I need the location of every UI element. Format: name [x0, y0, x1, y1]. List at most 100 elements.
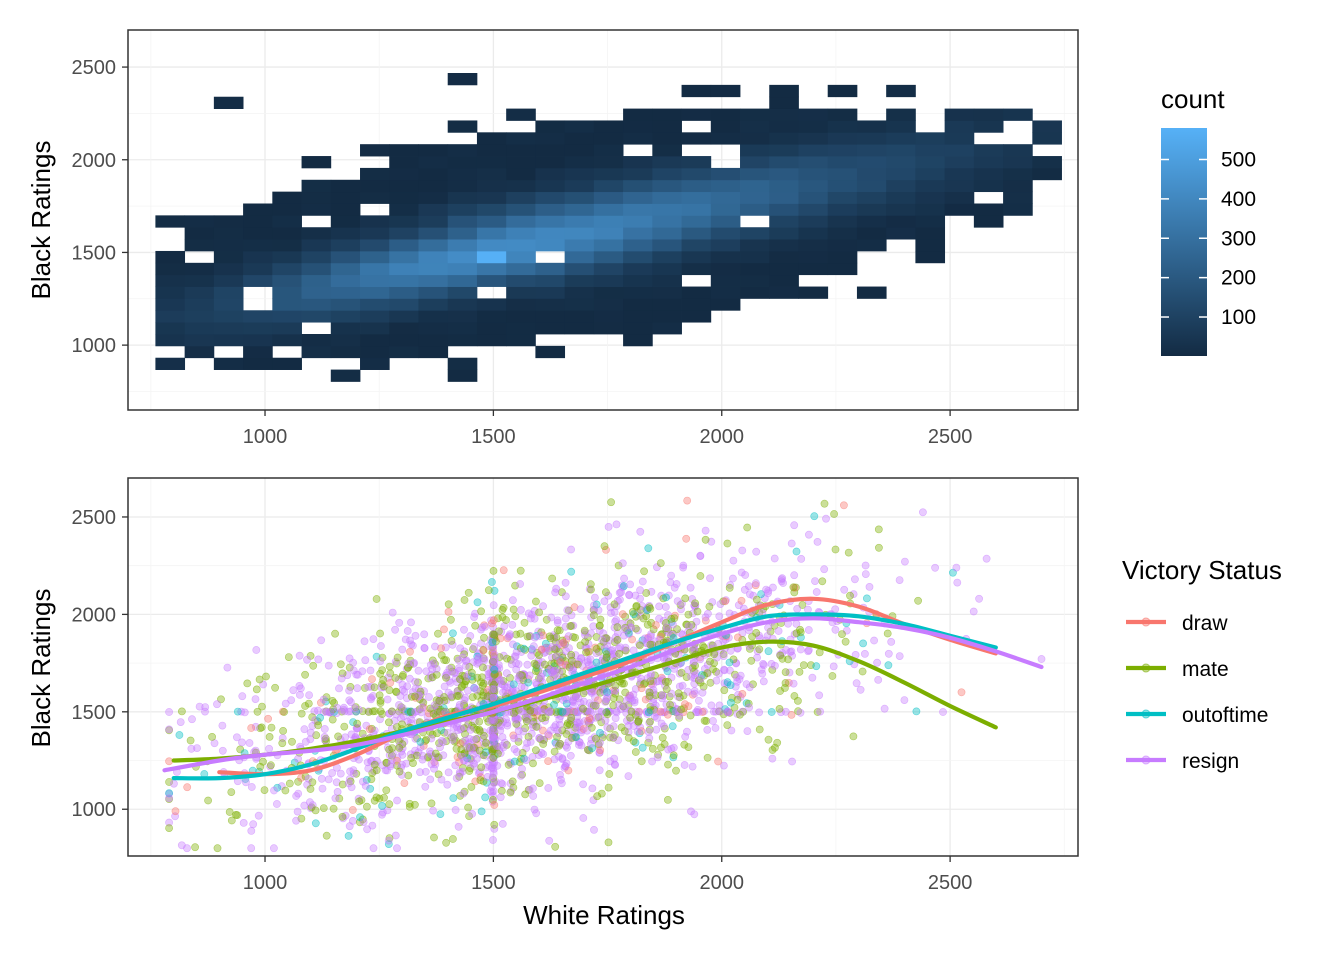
- scatter-point-mate: [322, 831, 331, 840]
- scatter-point-resign: [549, 673, 558, 681]
- scatter-point-resign: [523, 660, 532, 669]
- heatmap-cell: [418, 179, 449, 193]
- scatter-point-resign: [779, 579, 787, 587]
- x-tick-label: 2000: [700, 872, 745, 894]
- scatter-point-resign: [464, 758, 473, 767]
- heatmap-cell: [564, 286, 595, 299]
- heatmap-cell: [827, 108, 858, 121]
- scatter-point-resign: [580, 717, 589, 725]
- heatmap-cell: [506, 215, 536, 228]
- scatter-point-mate: [380, 793, 388, 802]
- scatter-point-resign: [349, 658, 357, 667]
- scatter-point-resign: [353, 684, 362, 693]
- scatter-point-resign: [417, 708, 426, 717]
- scatter-point-draw: [537, 645, 546, 654]
- scatter-point-mate: [632, 602, 641, 611]
- heatmap-cell: [769, 179, 799, 193]
- heatmap-cell: [330, 227, 361, 240]
- scatter-point-resign: [454, 656, 463, 665]
- scatter-point-resign: [670, 583, 679, 592]
- scatter-point-mate: [477, 678, 485, 687]
- heatmap-cell: [856, 144, 887, 157]
- scatter-point-resign: [347, 783, 356, 792]
- heatmap-cell: [564, 227, 595, 240]
- scatter-point-resign: [439, 751, 448, 760]
- scatter-point-resign: [729, 574, 737, 583]
- scatter-point-resign: [759, 660, 767, 668]
- scatter-point-resign: [287, 696, 296, 704]
- scatter-point-resign: [331, 794, 340, 803]
- heatmap-cell: [856, 156, 887, 169]
- scatter-point-resign: [557, 779, 566, 788]
- heatmap-cell: [652, 227, 682, 240]
- scatter-point-resign: [249, 820, 258, 829]
- heatmap-cell: [213, 239, 244, 252]
- scatter-point-resign: [305, 691, 313, 699]
- scatter-point-mate: [472, 725, 481, 734]
- heatmap-cell: [476, 167, 507, 181]
- heatmap-cell: [418, 156, 449, 169]
- scatter-point-resign: [524, 609, 533, 618]
- scatter-point-resign: [420, 644, 429, 653]
- scatter-point-resign: [238, 692, 247, 701]
- heatmap-cell: [330, 369, 361, 382]
- heatmap-cell: [623, 132, 653, 145]
- heatmap-cell: [184, 310, 215, 323]
- scatter-point-resign: [201, 707, 209, 716]
- heatmap-cell: [213, 96, 244, 109]
- scatter-point-resign: [426, 775, 435, 784]
- scatter-point-mate: [520, 618, 529, 627]
- heatmap-cell: [330, 250, 361, 264]
- scatter-point-resign: [659, 616, 668, 625]
- scatter-point-resign: [789, 679, 798, 688]
- heatmap-cell: [944, 203, 975, 216]
- scatter-point-mate: [395, 744, 404, 752]
- heatmap-cell: [593, 250, 624, 264]
- scatter-point-outoftime: [644, 544, 653, 553]
- scatter-point-resign: [490, 685, 499, 694]
- heatmap-cell: [301, 191, 332, 204]
- heatmap-cell: [623, 120, 653, 133]
- heatmap-cell: [360, 298, 390, 311]
- heatmap-cell: [710, 203, 741, 216]
- scatter-point-resign: [658, 691, 667, 699]
- heatmap-cell: [155, 262, 186, 276]
- scatter-point-resign: [431, 642, 439, 651]
- scatter-point-mate: [590, 611, 598, 620]
- scatter-point-resign: [592, 649, 601, 658]
- heatmap-cell: [243, 345, 273, 359]
- scatter-point-mate: [480, 731, 488, 740]
- scatter-point-resign: [511, 715, 520, 724]
- heatmap-cell: [769, 274, 799, 287]
- scatter-point-resign: [453, 678, 462, 687]
- heatmap-cells: [155, 73, 1062, 382]
- heatmap-cell: [301, 310, 332, 323]
- scatter-point-resign: [501, 687, 510, 696]
- scatter-point-outoftime: [488, 638, 497, 647]
- scatter-point-draw: [681, 700, 689, 709]
- y-tick-label: 2500: [72, 507, 117, 529]
- scatter-point-resign: [633, 727, 642, 736]
- heatmap-cell: [915, 156, 946, 169]
- scatter-point-resign: [429, 806, 437, 815]
- scatter-point-outoftime: [436, 810, 445, 818]
- scatter-point-resign: [715, 669, 723, 678]
- scatter-point-resign: [476, 768, 484, 777]
- heatmap-cell: [798, 167, 829, 181]
- scatter-point-resign: [624, 772, 633, 780]
- heatmap-cell: [564, 215, 595, 228]
- y-tick-label: 1500: [72, 702, 117, 724]
- scatter-point-mate: [523, 632, 532, 641]
- scatter-point-mate: [592, 645, 601, 653]
- heatmap-cell: [681, 84, 712, 98]
- scatter-point-resign: [529, 792, 538, 800]
- scatter-point-draw: [738, 690, 747, 698]
- scatter-point-mate: [526, 706, 535, 715]
- heatmap-cell: [184, 345, 215, 359]
- scatter-point-resign: [604, 523, 613, 531]
- scatter-point-mate: [645, 725, 654, 734]
- heatmap-cell: [389, 286, 419, 299]
- heatmap-cell: [623, 286, 653, 299]
- scatter-point-resign: [571, 651, 580, 659]
